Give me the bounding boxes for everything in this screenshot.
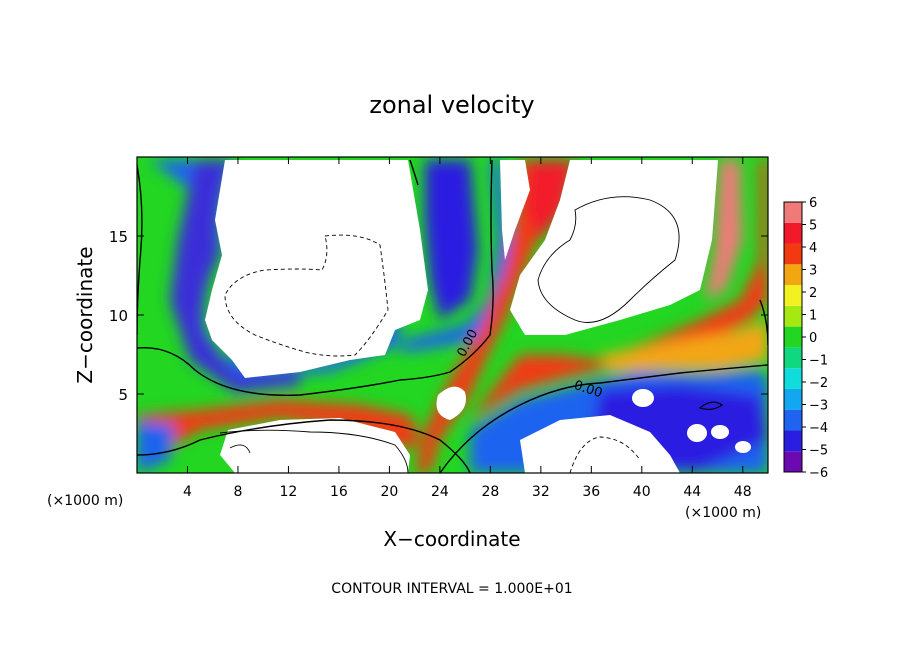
colorbar-tick-label: −4 <box>809 421 828 436</box>
x-axis-label: X−coordinate <box>383 527 520 551</box>
x-tick-label: 28 <box>481 484 499 500</box>
colorbar-swatch <box>784 388 802 410</box>
contour-interval-note: CONTOUR INTERVAL = 1.000E+01 <box>331 581 572 597</box>
colorbar-swatch <box>784 326 802 348</box>
colorbar-swatch <box>784 264 802 286</box>
colorbar-tick-label: −2 <box>809 376 828 391</box>
colorbar-tick-label: 0 <box>809 331 817 346</box>
x-tick-label: 12 <box>280 484 298 500</box>
colorbar-swatch <box>784 305 802 327</box>
x-axis-ticks: 4 8 12 16 20 24 28 32 36 40 44 48 <box>183 157 752 500</box>
x-tick-label: 16 <box>330 484 348 500</box>
colorbar-swatch <box>784 285 802 306</box>
colorbar-tick-label: 5 <box>809 219 817 234</box>
velocity-field: 0.00 0.00 <box>137 157 768 473</box>
colorbar-tick-label: −1 <box>809 354 828 369</box>
x-tick-label: 20 <box>380 484 398 500</box>
colorbar: 6 5 4 3 2 1 0 −1 −2 −3 −4 −5 −6 <box>783 196 828 481</box>
colorbar-swatch <box>784 347 802 369</box>
x-tick-label: 40 <box>633 484 651 500</box>
y-tick-label: 15 <box>109 228 128 246</box>
y-tick-label: 5 <box>118 386 128 404</box>
colorbar-swatch <box>784 202 802 223</box>
colorbar-swatch <box>784 222 802 244</box>
x-tick-label: 24 <box>431 484 449 500</box>
y-axis-label: Z−coordinate <box>73 246 97 383</box>
x-tick-label: 36 <box>582 484 600 500</box>
x-tick-label: 44 <box>683 484 701 500</box>
y-axis-ticks: 5 10 15 <box>109 228 768 404</box>
y-tick-label: 10 <box>109 307 128 325</box>
colorbar-tick-label: −6 <box>809 466 828 481</box>
x-tick-label: 8 <box>233 484 242 500</box>
x-tick-label: 4 <box>183 484 192 500</box>
colorbar-tick-label: −5 <box>809 444 828 459</box>
colorbar-swatch <box>784 409 802 431</box>
colorbar-tick-label: 4 <box>809 241 817 256</box>
x-tick-label: 48 <box>734 484 752 500</box>
x-unit-left: (×1000 m) <box>47 493 123 509</box>
colorbar-tick-label: 2 <box>809 286 817 301</box>
chart-title: zonal velocity <box>369 91 534 119</box>
colorbar-tick-label: 1 <box>809 309 817 324</box>
colorbar-swatch <box>784 368 802 389</box>
colorbar-tick-label: 6 <box>809 196 817 211</box>
colorbar-swatch <box>784 243 802 265</box>
x-tick-label: 32 <box>532 484 550 500</box>
colorbar-tick-label: −3 <box>809 399 828 414</box>
x-unit-right: (×1000 m) <box>685 505 761 521</box>
colorbar-swatch <box>784 430 802 452</box>
colorbar-tick-label: 3 <box>809 264 817 279</box>
colorbar-swatch <box>784 451 802 472</box>
